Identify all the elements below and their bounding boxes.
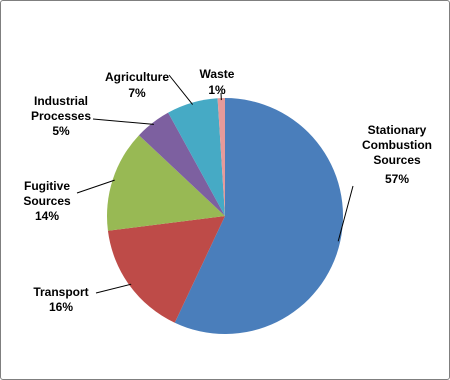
value-label: 5% (52, 124, 70, 138)
leader-line (337, 185, 354, 242)
leader-line (95, 283, 132, 294)
leader-line (92, 118, 154, 125)
value-label: 1% (208, 83, 226, 97)
value-label: 14% (34, 209, 60, 223)
value-label: 57% (384, 172, 410, 186)
leader-line (76, 179, 115, 194)
slice-label: Agriculture (104, 70, 169, 84)
pie-slice (217, 98, 225, 216)
pie-slice (107, 216, 225, 323)
value-label: 7% (128, 86, 146, 100)
slice-label: Stationary Combustion Sources (362, 123, 432, 167)
value-label: 16% (48, 300, 74, 314)
pie-slice (106, 135, 225, 231)
leader-line (168, 74, 194, 105)
pie-slice (174, 98, 343, 335)
pie-slice (168, 98, 225, 216)
slice-label: Industrial Processes (30, 94, 92, 123)
slice-label: Waste (199, 67, 235, 81)
slice-label: Transport (33, 285, 89, 299)
pie-slice (138, 112, 225, 216)
slice-label: Fugitive Sources (23, 179, 71, 208)
